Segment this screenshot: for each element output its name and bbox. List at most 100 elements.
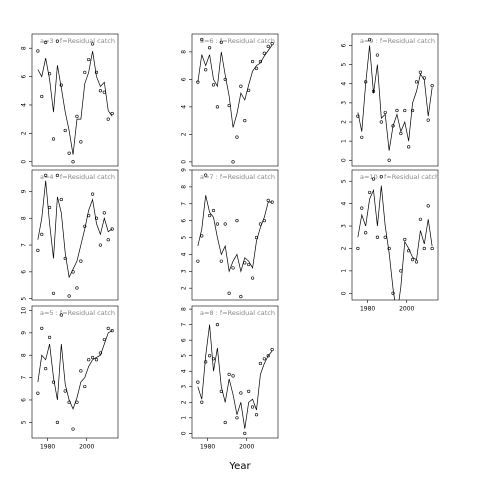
- x-tick-label: 1980: [360, 306, 375, 313]
- point: [215, 323, 220, 327]
- y-tick-label: 4: [21, 103, 28, 107]
- point: [364, 231, 368, 235]
- x-axis-title: Year: [228, 461, 251, 472]
- point: [219, 40, 223, 44]
- point: [395, 108, 399, 113]
- point: [266, 198, 270, 202]
- y-tick-label: 2: [181, 400, 188, 404]
- point: [227, 372, 231, 376]
- point: [83, 384, 87, 389]
- x-tick-label: 2000: [239, 444, 254, 451]
- y-tick-label: 3: [341, 101, 348, 105]
- point: [231, 266, 235, 270]
- point: [367, 38, 372, 42]
- point: [207, 354, 212, 358]
- point: [75, 286, 79, 290]
- point: [40, 232, 44, 236]
- point: [94, 70, 99, 74]
- point: [40, 94, 44, 99]
- point: [36, 248, 40, 253]
- point: [231, 374, 235, 378]
- y-tick-label: 4: [181, 369, 188, 373]
- plot-area: [36, 173, 114, 298]
- y-tick-label: 5: [21, 420, 28, 424]
- point: [59, 313, 63, 317]
- point: [418, 70, 423, 74]
- point: [375, 235, 380, 239]
- point: [63, 128, 67, 133]
- point: [67, 151, 71, 155]
- point: [270, 42, 274, 46]
- y-tick-label: 4: [341, 82, 348, 86]
- y-tick-label: 1: [181, 416, 188, 420]
- y-tick-label: 4: [181, 252, 188, 256]
- point: [254, 66, 259, 70]
- panel-label: a=8 : f=Residual catch: [200, 309, 275, 317]
- line: [357, 185, 433, 300]
- point: [356, 114, 360, 118]
- plot-frame: [351, 169, 439, 301]
- y-tick-label: 0: [181, 160, 188, 164]
- point: [44, 40, 48, 45]
- point: [200, 234, 204, 238]
- panel-label: a=3 : f=Residual catch: [40, 37, 115, 45]
- point: [235, 219, 239, 223]
- point: [407, 145, 411, 149]
- point: [367, 190, 372, 195]
- point: [36, 391, 40, 395]
- point: [55, 173, 60, 177]
- y-tick-label: 7: [181, 202, 188, 206]
- point: [90, 42, 95, 46]
- point: [379, 175, 383, 179]
- point: [422, 246, 426, 251]
- y-tick-label: 9: [181, 168, 188, 172]
- point: [94, 358, 99, 362]
- y-tick-label: 2: [181, 132, 188, 136]
- x-tick-label: 1980: [40, 444, 55, 451]
- point: [426, 204, 430, 208]
- point: [59, 197, 63, 202]
- point: [44, 173, 48, 177]
- point: [262, 51, 266, 55]
- panel-label: a=9 : f=Residual catch: [360, 37, 435, 45]
- y-tick-label: 7: [21, 376, 28, 380]
- point: [106, 326, 110, 330]
- plot-area: [36, 313, 114, 431]
- y-tick-label: 2: [21, 131, 28, 135]
- y-tick-label: 0: [181, 431, 188, 435]
- x-tick-label: 2000: [399, 306, 414, 313]
- y-tick-label: 6: [341, 43, 348, 47]
- point: [55, 420, 60, 424]
- point: [47, 205, 52, 210]
- y-tick-label: 0: [341, 158, 348, 162]
- point: [247, 389, 251, 394]
- point: [239, 295, 243, 299]
- point: [87, 358, 91, 362]
- plot-area: [196, 37, 274, 164]
- point: [110, 227, 114, 231]
- point: [200, 400, 204, 404]
- line: [197, 44, 273, 128]
- point: [266, 354, 270, 358]
- point: [211, 208, 216, 213]
- x-tick-label: 1980: [200, 444, 215, 451]
- panel-label: a=7 : f=Residual catch: [200, 173, 275, 181]
- point: [207, 213, 212, 218]
- y-tick-label: 7: [21, 243, 28, 247]
- point: [51, 291, 56, 295]
- point: [51, 137, 56, 141]
- point: [383, 235, 387, 239]
- point: [414, 260, 419, 264]
- point: [67, 294, 71, 298]
- point: [63, 389, 67, 393]
- y-tick-label: 5: [21, 297, 28, 301]
- y-tick-label: 3: [341, 224, 348, 228]
- point: [396, 310, 399, 313]
- y-tick-label: 6: [21, 74, 28, 78]
- y-tick-label: 8: [181, 307, 188, 311]
- point: [44, 367, 48, 371]
- point: [204, 360, 208, 364]
- point: [215, 105, 220, 109]
- y-tick-label: 10: [21, 306, 28, 314]
